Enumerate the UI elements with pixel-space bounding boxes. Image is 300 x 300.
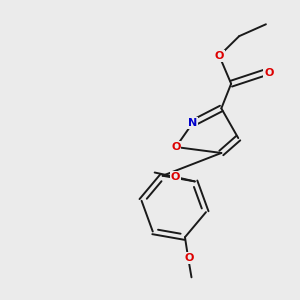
Text: O: O: [214, 51, 224, 61]
Text: O: O: [171, 172, 180, 182]
Text: O: O: [185, 253, 194, 263]
Text: N: N: [188, 118, 197, 128]
Text: O: O: [171, 142, 181, 152]
Text: O: O: [264, 68, 274, 78]
